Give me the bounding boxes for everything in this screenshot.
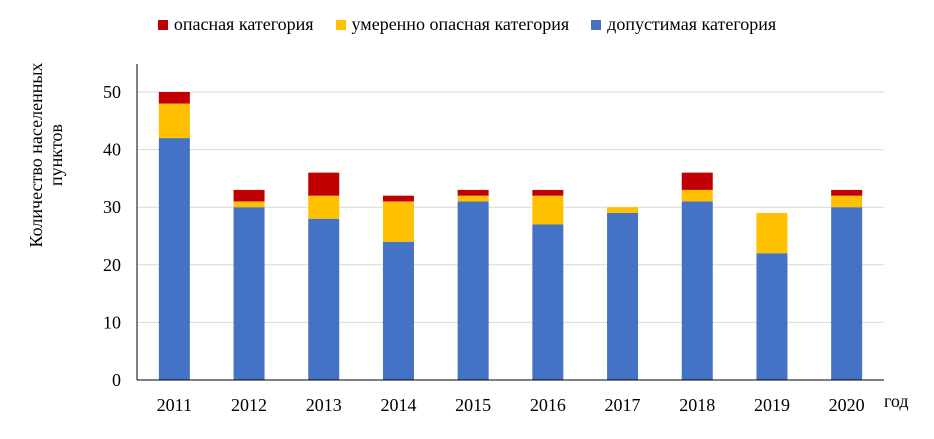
x-tick-label-2016: 2016 [530, 395, 566, 415]
x-axis-title: год [884, 391, 909, 411]
bar-2020-series-0 [831, 207, 863, 380]
bar-2013-series-2 [308, 172, 340, 196]
legend-label-moderate: умеренно опасная категория [351, 14, 570, 34]
y-tick-label-50: 50 [103, 82, 121, 102]
legend-label-dangerous: опасная категория [173, 14, 314, 34]
bar-2018-series-0 [681, 201, 713, 380]
bar-2018-series-2 [681, 172, 713, 190]
x-tick-label-2020: 2020 [829, 395, 865, 415]
legend: опасная категория умеренно опасная катег… [0, 14, 934, 35]
bar-2011-series-0 [158, 138, 190, 380]
bar-2016-series-2 [532, 189, 564, 196]
bar-2019-series-0 [756, 253, 788, 380]
x-tick-label-2017: 2017 [605, 395, 641, 415]
x-tick-label-2012: 2012 [231, 395, 267, 415]
y-tick-label-0: 0 [112, 370, 121, 390]
x-tick-label-2011: 2011 [157, 395, 192, 415]
bar-2016-series-0 [532, 224, 564, 380]
legend-item-dangerous: опасная категория [157, 14, 314, 35]
bar-2012-series-0 [233, 207, 265, 380]
legend-item-moderate: умеренно опасная категория [335, 14, 570, 35]
x-tick-label-2018: 2018 [679, 395, 715, 415]
y-tick-label-40: 40 [103, 140, 121, 160]
y-tick-label-10: 10 [103, 312, 121, 332]
legend-item-acceptable: допустимая категория [591, 14, 776, 35]
legend-swatch-moderate [335, 19, 346, 30]
bar-2012-series-2 [233, 189, 265, 202]
bar-2011-series-2 [158, 92, 190, 104]
bar-2013-series-1 [308, 195, 340, 219]
bar-2018-series-1 [681, 189, 713, 202]
legend-label-acceptable: допустимая категория [607, 14, 777, 34]
x-tick-label-2015: 2015 [455, 395, 491, 415]
bar-2017-series-0 [607, 212, 639, 380]
bar-2014-series-2 [382, 195, 414, 202]
bar-2012-series-1 [233, 201, 265, 208]
bar-2014-series-0 [382, 241, 414, 380]
bar-2013-series-0 [308, 218, 340, 380]
y-tick-label-30: 30 [103, 197, 121, 217]
legend-swatch-dangerous [157, 19, 168, 30]
x-tick-label-2019: 2019 [754, 395, 790, 415]
bar-2020-series-1 [831, 195, 863, 208]
bar-2015-series-0 [457, 201, 489, 380]
bar-2014-series-1 [382, 201, 414, 242]
bar-2016-series-1 [532, 195, 564, 225]
x-tick-label-2014: 2014 [380, 395, 416, 415]
bar-2015-series-1 [457, 195, 489, 202]
x-tick-label-2013: 2013 [306, 395, 342, 415]
bar-2015-series-2 [457, 189, 489, 196]
bar-2019-series-1 [756, 212, 788, 254]
bar-2020-series-2 [831, 189, 863, 196]
bar-2017-series-1 [607, 207, 639, 213]
bar-2011-series-1 [158, 103, 190, 139]
legend-swatch-acceptable [591, 19, 602, 30]
y-tick-label-20: 20 [103, 255, 121, 275]
